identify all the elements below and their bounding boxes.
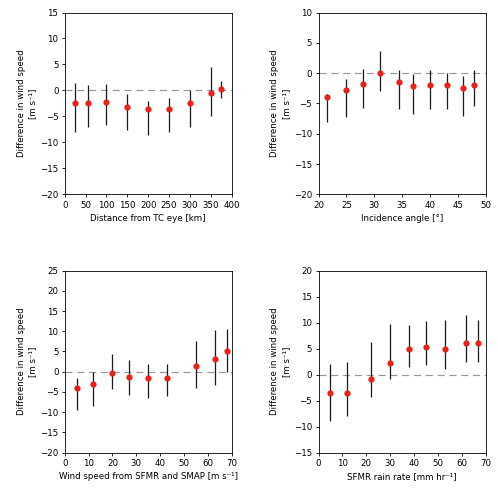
X-axis label: Distance from TC eye [km]: Distance from TC eye [km] bbox=[91, 214, 206, 222]
Y-axis label: Difference in wind speed
[m s⁻¹]: Difference in wind speed [m s⁻¹] bbox=[270, 308, 291, 416]
Y-axis label: Difference in wind speed
[m s⁻¹]: Difference in wind speed [m s⁻¹] bbox=[270, 50, 291, 157]
Y-axis label: Difference in wind speed
[m s⁻¹]: Difference in wind speed [m s⁻¹] bbox=[16, 50, 37, 157]
X-axis label: Wind speed from SFMR and SMAP [m s⁻¹]: Wind speed from SFMR and SMAP [m s⁻¹] bbox=[59, 472, 238, 481]
X-axis label: SFMR rain rate [mm hr⁻¹]: SFMR rain rate [mm hr⁻¹] bbox=[347, 472, 457, 481]
X-axis label: Incidence angle [°]: Incidence angle [°] bbox=[361, 214, 443, 222]
Y-axis label: Difference in wind speed
[m s⁻¹]: Difference in wind speed [m s⁻¹] bbox=[16, 308, 37, 416]
